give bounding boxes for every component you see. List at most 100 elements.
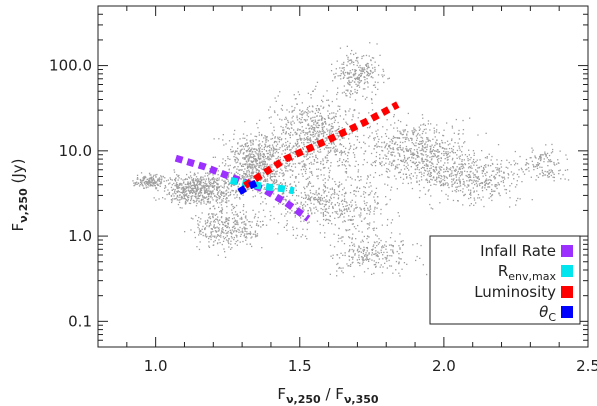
grid-point <box>220 192 222 194</box>
grid-point <box>399 258 401 260</box>
grid-point <box>275 145 278 147</box>
grid-point <box>565 154 567 156</box>
grid-point <box>355 59 357 62</box>
grid-point <box>345 171 348 173</box>
grid-point <box>256 159 258 162</box>
grid-point <box>511 182 513 185</box>
grid-point <box>155 181 157 184</box>
grid-point <box>202 185 204 187</box>
grid-point <box>360 72 362 75</box>
grid-point <box>323 118 326 120</box>
grid-point <box>300 113 302 115</box>
grid-point <box>396 188 398 190</box>
grid-point <box>463 167 465 169</box>
grid-point <box>343 187 345 189</box>
grid-point <box>388 163 390 165</box>
grid-point <box>442 164 445 166</box>
grid-point <box>221 231 223 233</box>
grid-point <box>281 203 284 205</box>
grid-point <box>532 149 534 151</box>
grid-point <box>388 176 390 179</box>
grid-point <box>263 146 265 149</box>
grid-point <box>386 143 388 145</box>
grid-point <box>388 150 390 152</box>
grid-point <box>371 64 373 66</box>
grid-point <box>250 161 253 163</box>
grid-point <box>374 66 376 69</box>
grid-point <box>363 191 365 193</box>
grid-point <box>333 150 335 152</box>
grid-point <box>155 199 157 201</box>
grid-point <box>136 174 139 176</box>
grid-point <box>354 201 357 203</box>
grid-point <box>309 138 311 140</box>
grid-point <box>176 187 178 189</box>
grid-point <box>210 224 212 226</box>
grid-point <box>359 64 361 67</box>
grid-point <box>418 171 421 174</box>
grid-point <box>275 179 277 181</box>
grid-point <box>417 143 420 145</box>
grid-point <box>410 173 412 175</box>
grid-point <box>373 196 375 198</box>
grid-point <box>340 144 343 146</box>
grid-point <box>277 138 279 140</box>
grid-point <box>348 215 350 217</box>
grid-point <box>304 191 306 194</box>
grid-point <box>369 258 371 260</box>
grid-point <box>320 151 322 153</box>
grid-point <box>459 179 461 181</box>
grid-point <box>402 149 404 151</box>
grid-point <box>500 180 502 183</box>
grid-point <box>349 142 351 145</box>
grid-point <box>456 154 458 156</box>
grid-point <box>261 155 264 158</box>
grid-point <box>176 186 178 188</box>
grid-point <box>348 236 350 238</box>
grid-point <box>171 189 173 191</box>
grid-point <box>159 183 161 185</box>
grid-point <box>218 235 221 237</box>
grid-point <box>544 153 546 155</box>
grid-point <box>177 179 179 181</box>
grid-point <box>197 179 200 181</box>
grid-point <box>515 204 517 206</box>
grid-point <box>375 145 377 147</box>
grid-point <box>263 180 265 182</box>
grid-point <box>181 184 183 186</box>
grid-point <box>253 217 256 219</box>
grid-point <box>268 150 270 152</box>
grid-point <box>208 236 210 238</box>
grid-point <box>264 187 266 189</box>
grid-point <box>480 199 482 201</box>
grid-point <box>355 69 357 72</box>
grid-point <box>337 128 339 130</box>
grid-point <box>152 179 154 181</box>
grid-point <box>345 201 347 203</box>
grid-point <box>209 201 211 203</box>
grid-point <box>383 81 385 84</box>
grid-point <box>254 233 256 235</box>
grid-point <box>433 146 435 148</box>
grid-point <box>212 199 214 201</box>
grid-point <box>237 223 239 226</box>
grid-point <box>473 197 475 199</box>
grid-point <box>485 189 488 191</box>
grid-point <box>302 175 304 177</box>
grid-point <box>309 134 312 136</box>
grid-point <box>326 147 328 149</box>
grid-point <box>248 171 250 173</box>
grid-point <box>304 197 307 199</box>
grid-point <box>350 90 352 92</box>
grid-point <box>308 221 310 223</box>
grid-point <box>306 238 308 240</box>
grid-point <box>193 182 195 184</box>
grid-point <box>342 145 345 148</box>
grid-point <box>333 233 335 235</box>
grid-point <box>288 144 290 147</box>
grid-point <box>345 168 348 170</box>
grid-point <box>162 176 164 178</box>
grid-point <box>203 178 205 180</box>
grid-point <box>476 177 478 179</box>
grid-point <box>444 147 446 150</box>
